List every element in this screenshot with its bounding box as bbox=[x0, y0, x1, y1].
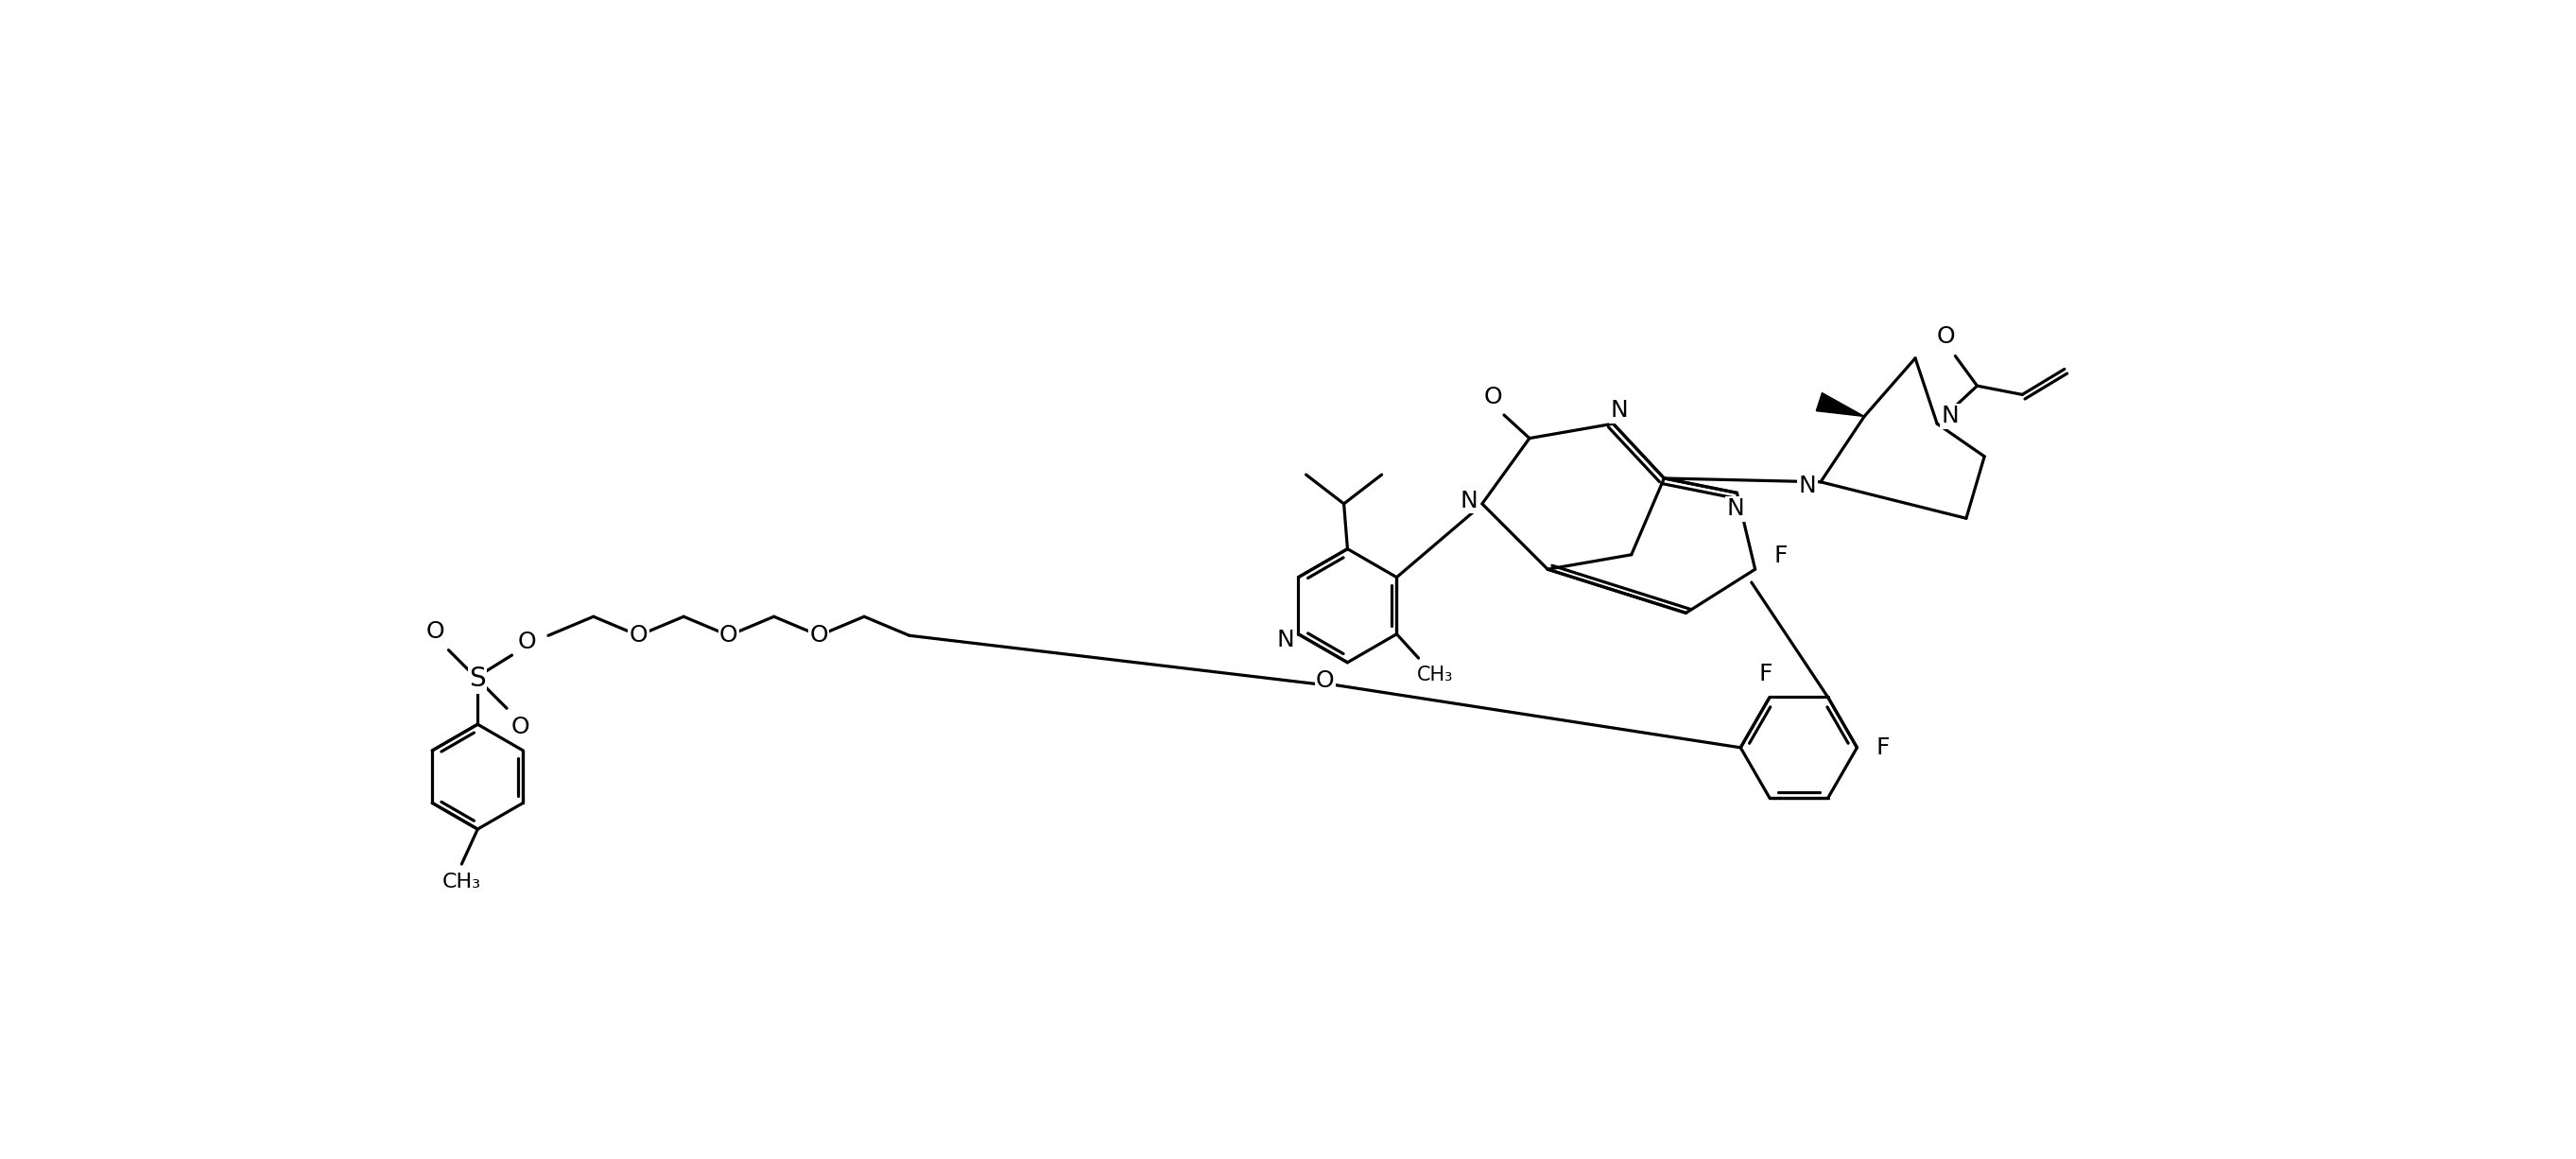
Text: N: N bbox=[1726, 497, 1744, 520]
Text: O: O bbox=[518, 630, 536, 654]
Text: O: O bbox=[809, 625, 829, 647]
Polygon shape bbox=[1816, 393, 1865, 416]
Text: N: N bbox=[1942, 406, 1960, 428]
Text: O: O bbox=[1937, 325, 1955, 348]
Text: O: O bbox=[510, 715, 528, 738]
Text: N: N bbox=[1610, 399, 1628, 422]
Text: CH₃: CH₃ bbox=[1417, 665, 1453, 684]
Text: O: O bbox=[719, 625, 739, 647]
Text: N: N bbox=[1275, 628, 1293, 651]
Text: F: F bbox=[1875, 736, 1888, 759]
Text: N: N bbox=[1461, 489, 1479, 512]
Text: O: O bbox=[629, 625, 647, 647]
Text: O: O bbox=[1484, 386, 1502, 408]
Text: N: N bbox=[1798, 474, 1816, 497]
Text: F: F bbox=[1759, 663, 1772, 685]
Text: CH₃: CH₃ bbox=[443, 872, 482, 891]
Text: F: F bbox=[1775, 545, 1788, 568]
Text: O: O bbox=[1316, 669, 1334, 692]
Text: S: S bbox=[469, 666, 487, 692]
Text: O: O bbox=[425, 620, 446, 643]
